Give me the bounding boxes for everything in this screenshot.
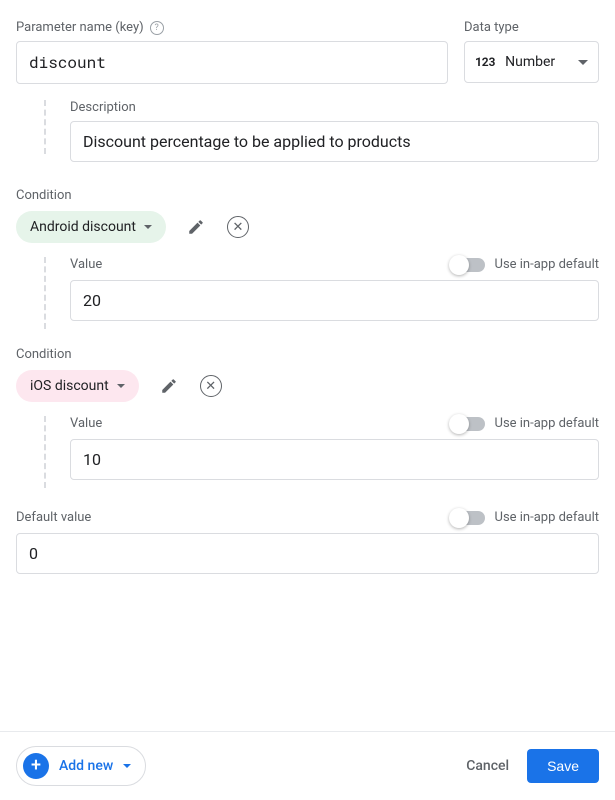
edit-icon[interactable]: [157, 374, 181, 398]
plus-icon: +: [23, 753, 49, 779]
data-type-label: Data type: [464, 20, 519, 35]
inapp-toggle-wrap-default: Use in-app default: [451, 510, 599, 525]
param-header-row: Parameter name (key) ? Data type 123 Num…: [16, 20, 599, 84]
chevron-down-icon: [123, 764, 131, 768]
condition-chip-1[interactable]: iOS discount: [16, 370, 139, 402]
data-type-value: Number: [505, 54, 555, 70]
remove-icon[interactable]: ✕: [226, 215, 250, 239]
param-name-input[interactable]: [16, 41, 448, 84]
help-icon[interactable]: ?: [150, 21, 164, 35]
inapp-toggle-default[interactable]: [451, 511, 485, 525]
condition-chip-text-1: iOS discount: [30, 378, 109, 394]
add-new-label: Add new: [59, 758, 113, 774]
chevron-down-icon: [578, 60, 588, 65]
description-input[interactable]: [70, 121, 599, 162]
condition-chip-row-1: iOS discount ✕: [16, 370, 599, 402]
inapp-toggle-label-default: Use in-app default: [495, 510, 599, 525]
data-type-select[interactable]: 123 Number: [464, 41, 599, 83]
inapp-toggle-wrap-1: Use in-app default: [451, 416, 599, 431]
param-name-col: Parameter name (key) ?: [16, 20, 448, 84]
edit-icon[interactable]: [184, 215, 208, 239]
condition-label-0: Condition: [16, 188, 599, 203]
condition-chip-row-0: Android discount ✕: [16, 211, 599, 243]
condition-chip-0[interactable]: Android discount: [16, 211, 166, 243]
inapp-toggle-wrap-0: Use in-app default: [451, 257, 599, 272]
save-button[interactable]: Save: [527, 749, 599, 783]
footer-bar: + Add new Cancel Save: [0, 731, 615, 800]
value-label-0: Value: [70, 257, 102, 272]
default-value-head: Default value Use in-app default: [16, 510, 599, 525]
chevron-down-icon: [144, 225, 152, 229]
chevron-down-icon: [117, 384, 125, 388]
inapp-toggle-0[interactable]: [451, 258, 485, 272]
value-input-1[interactable]: [70, 439, 599, 480]
inapp-toggle-label-1: Use in-app default: [495, 416, 599, 431]
add-new-button[interactable]: + Add new: [16, 746, 146, 786]
description-block: Description: [44, 100, 599, 162]
cancel-button[interactable]: Cancel: [466, 758, 509, 774]
value-block-0: Value Use in-app default: [44, 257, 599, 321]
value-input-0[interactable]: [70, 280, 599, 321]
data-type-label-row: Data type: [464, 20, 599, 35]
remove-icon[interactable]: ✕: [199, 374, 223, 398]
data-type-col: Data type 123 Number: [464, 20, 599, 84]
value-head-0: Value Use in-app default: [70, 257, 599, 272]
condition-chip-text-0: Android discount: [30, 219, 136, 235]
number-type-icon: 123: [475, 54, 495, 70]
value-label-1: Value: [70, 416, 102, 431]
inapp-toggle-1[interactable]: [451, 417, 485, 431]
footer-right: Cancel Save: [466, 749, 599, 783]
param-name-label: Parameter name (key): [16, 20, 144, 35]
value-block-1: Value Use in-app default: [44, 416, 599, 480]
description-label-row: Description: [70, 100, 599, 115]
inapp-toggle-label-0: Use in-app default: [495, 257, 599, 272]
condition-label-1: Condition: [16, 347, 599, 362]
value-head-1: Value Use in-app default: [70, 416, 599, 431]
param-name-label-row: Parameter name (key) ?: [16, 20, 448, 35]
description-label: Description: [70, 100, 136, 115]
default-value-input[interactable]: [16, 533, 599, 574]
default-value-label: Default value: [16, 510, 91, 525]
